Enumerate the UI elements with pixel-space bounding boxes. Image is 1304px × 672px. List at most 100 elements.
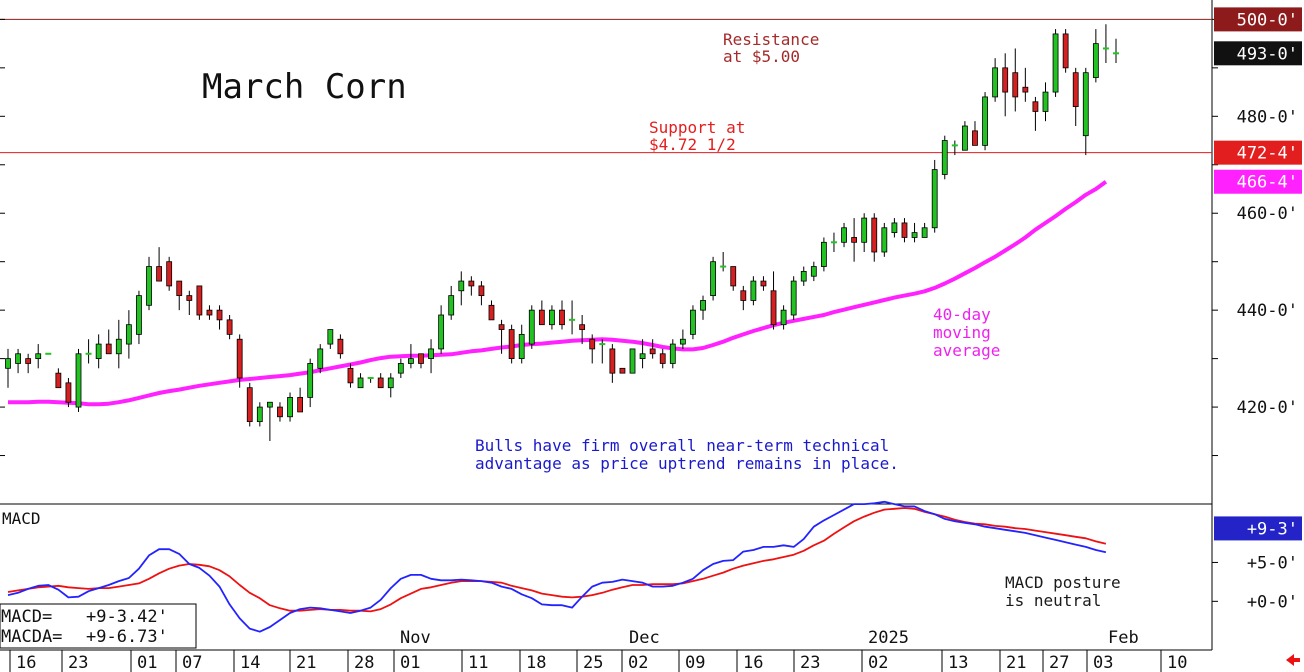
candlestick [115, 319, 122, 369]
candle-body [196, 285, 203, 316]
macd-readout-box [0, 603, 197, 649]
left-arrow-icon[interactable] [1286, 654, 1300, 666]
candle-body [438, 314, 445, 350]
candle-body [941, 140, 948, 175]
candlestick [549, 305, 555, 330]
candle-body [428, 348, 434, 360]
macd-posture-line-1: MACD posture [1005, 573, 1121, 592]
candle-body [468, 280, 475, 287]
candlestick [750, 276, 757, 306]
candle-body [95, 343, 102, 360]
price-reference-lines [0, 18, 1212, 154]
candlestick [659, 348, 666, 369]
candle-body [730, 266, 737, 287]
candlestick [1042, 82, 1049, 122]
candlestick [1022, 67, 1029, 102]
candle-body [337, 338, 344, 355]
candlestick [408, 344, 414, 369]
macda-readout-value: +9-6.73' [86, 627, 168, 647]
candlestick [397, 358, 404, 378]
candle-body [65, 382, 72, 403]
macda-readout-label: MACDA= [1, 627, 62, 647]
candlestick [387, 373, 394, 398]
candle-body [498, 324, 505, 330]
candlestick [25, 353, 32, 374]
time-tick-label: 27 [1049, 653, 1069, 672]
candle-body [549, 309, 555, 326]
candle-body [669, 343, 676, 364]
moving-average-line [8, 180, 1108, 407]
support-line-2: $4.72 1/2 [649, 135, 736, 154]
candlestick [528, 305, 535, 349]
time-tick-label: 07 [182, 653, 202, 672]
candle-body [478, 285, 485, 297]
candlestick [277, 402, 283, 422]
time-tick-label: 16 [743, 653, 763, 672]
candlestick [15, 348, 21, 374]
candlestick [337, 334, 344, 359]
candle-body [1082, 72, 1089, 137]
resistance-line-2: at $5.00 [723, 47, 800, 66]
candle-body [810, 266, 817, 277]
commentary-line-1: Bulls have firm overall near-term techni… [475, 436, 889, 455]
candle-body [871, 217, 878, 253]
candlestick [1062, 29, 1069, 73]
candle-body [508, 329, 515, 360]
candlestick [820, 237, 827, 272]
candlestick [458, 271, 465, 306]
candle-body [790, 280, 797, 316]
candle-body [1052, 33, 1059, 93]
macd-tick-label: +0-0' [1247, 592, 1298, 612]
candle-body [277, 406, 283, 418]
ma-label-line-2: moving [933, 323, 991, 342]
candle-body [851, 237, 858, 243]
time-tick-label: 02 [868, 653, 888, 672]
candlestick [146, 256, 152, 311]
time-tick-label: 25 [583, 653, 603, 672]
candlestick [599, 339, 606, 364]
candle-body [136, 295, 142, 335]
candle-body [176, 280, 183, 297]
candle-body [1072, 72, 1079, 108]
candle-body [639, 353, 646, 360]
candle-body [166, 261, 173, 287]
price-tag-label: 466-4' [1237, 173, 1298, 193]
candlestick [226, 315, 233, 340]
candlestick [992, 58, 999, 102]
macd-readout-label: MACD= [1, 607, 52, 627]
resistance-line-1: Resistance [723, 30, 819, 49]
candle-body [156, 266, 162, 282]
candle-body [649, 348, 656, 355]
price-tick-label: 460-0' [1237, 204, 1298, 224]
candle-body [397, 363, 404, 374]
candlestick [176, 280, 183, 311]
moving-average-layer [8, 180, 1108, 407]
time-tick-label: 13 [948, 653, 968, 672]
candlestick [55, 368, 62, 389]
macd-current-tag-box [1214, 516, 1302, 541]
price-axis: 420-0' 440-0' 460-0' 480-0' [0, 18, 1298, 457]
candlestick [95, 334, 102, 369]
macd-series-layer [7, 500, 1107, 633]
candle-body [659, 353, 666, 364]
candle-body [921, 227, 928, 238]
candlestick-series [5, 24, 1119, 441]
time-tick-label: 21 [1006, 653, 1026, 672]
candle-body [206, 309, 213, 316]
candlestick [679, 329, 686, 349]
candlestick [720, 252, 727, 272]
ma-label-line-3: average [933, 341, 1000, 360]
macd-readout-value: +9-3.42' [86, 607, 168, 627]
candlestick [871, 213, 878, 262]
price-tag: 500-0' [1214, 7, 1302, 32]
candlestick [579, 315, 586, 345]
price-tags: 500-0' 493-0' 472-4' 466-4' [1214, 7, 1302, 194]
candlestick [982, 92, 988, 151]
candle-body [115, 338, 122, 355]
candle-body [307, 363, 314, 398]
candlestick [35, 344, 42, 369]
time-tick-label: 09 [685, 653, 705, 672]
candle-body [609, 348, 616, 374]
candlestick [377, 373, 384, 389]
